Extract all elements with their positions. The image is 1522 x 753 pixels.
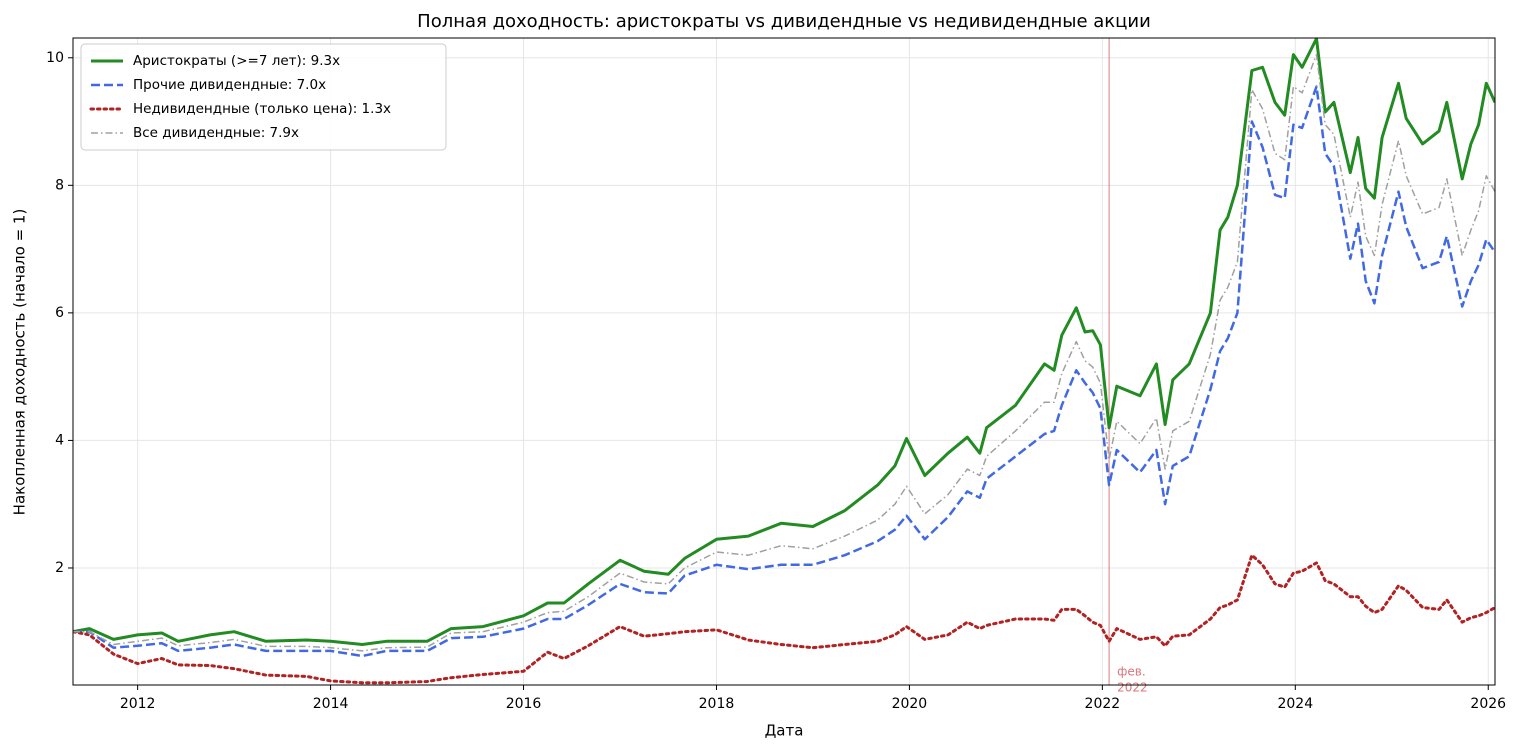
- series-line: [73, 38, 1495, 646]
- y-tick-label: 2: [55, 560, 64, 576]
- x-tick-label: 2026: [1470, 696, 1506, 712]
- x-tick-label: 2012: [120, 696, 156, 712]
- plot-frame: [72, 37, 1496, 686]
- x-tick-label: 2018: [699, 696, 735, 712]
- y-tick-label: 8: [55, 177, 64, 193]
- x-tick-label: 2024: [1277, 696, 1313, 712]
- chart-title: Полная доходность: аристократы vs дивиде…: [417, 11, 1151, 32]
- x-tick-label: 2022: [1085, 696, 1121, 712]
- legend-label: Аристократы (>=7 лет): 9.3x: [133, 53, 340, 69]
- y-tick-label: 4: [55, 432, 64, 448]
- legend-label: Недивидендные (только цена): 1.3x: [133, 101, 391, 117]
- y-tick-label: 6: [55, 305, 64, 321]
- legend-box: [80, 43, 447, 151]
- x-tick-label: 2016: [506, 696, 542, 712]
- series-line: [73, 53, 1495, 652]
- event-label: 2022: [1117, 681, 1148, 695]
- x-axis-label: Дата: [765, 722, 804, 740]
- series-line: [73, 85, 1495, 658]
- legend-label: Прочие дивидендные: 7.0x: [133, 77, 326, 93]
- x-tick-label: 2020: [892, 696, 928, 712]
- legend-label: Все дивидендные: 7.9x: [133, 125, 299, 141]
- series-line: [73, 553, 1495, 685]
- y-axis-label: Накопленная доходность (начало = 1): [11, 209, 29, 516]
- event-label: фев.: [1117, 665, 1146, 679]
- y-tick-label: 10: [46, 50, 64, 66]
- x-tick-label: 2014: [313, 696, 349, 712]
